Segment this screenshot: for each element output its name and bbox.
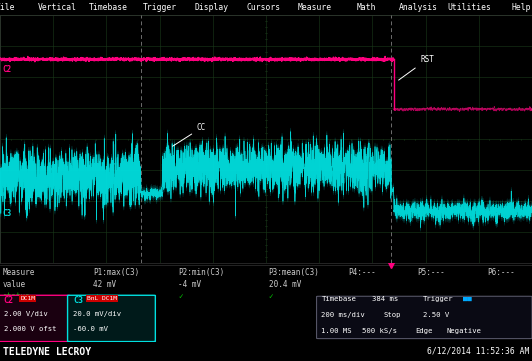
Text: 20.0 mV/div: 20.0 mV/div xyxy=(73,312,121,317)
Text: TELEDYNE LECROY: TELEDYNE LECROY xyxy=(3,347,91,357)
Text: BnL DC1M: BnL DC1M xyxy=(87,296,117,301)
FancyBboxPatch shape xyxy=(68,295,155,342)
Text: ■■: ■■ xyxy=(463,296,471,302)
Text: Trigger: Trigger xyxy=(423,296,454,302)
Text: ✓: ✓ xyxy=(269,292,273,301)
Text: P3:mean(C3): P3:mean(C3) xyxy=(269,268,320,277)
Text: Edge: Edge xyxy=(415,329,433,334)
Text: Trigger: Trigger xyxy=(143,3,177,12)
Text: 500 kS/s: 500 kS/s xyxy=(362,329,397,334)
Text: Timebase: Timebase xyxy=(321,296,356,302)
Text: ✓: ✓ xyxy=(93,292,98,301)
Text: Stop: Stop xyxy=(383,313,401,318)
Text: ✓: ✓ xyxy=(178,292,183,301)
Text: Help: Help xyxy=(512,3,531,12)
Text: CC: CC xyxy=(172,123,206,146)
Text: File: File xyxy=(0,3,15,12)
Text: 2.00 V/div: 2.00 V/div xyxy=(4,312,47,317)
Text: 1.00 MS: 1.00 MS xyxy=(321,329,352,334)
Text: P1:max(C3): P1:max(C3) xyxy=(93,268,139,277)
Text: 6/12/2014 11:52:36 AM: 6/12/2014 11:52:36 AM xyxy=(427,347,529,356)
Text: P2:min(C3): P2:min(C3) xyxy=(178,268,225,277)
Text: Timebase: Timebase xyxy=(89,3,128,12)
Text: Utilities: Utilities xyxy=(448,3,492,12)
Text: P6:---: P6:--- xyxy=(487,268,514,277)
FancyBboxPatch shape xyxy=(0,295,70,342)
Text: Analysis: Analysis xyxy=(398,3,438,12)
Text: C3: C3 xyxy=(3,209,12,218)
Text: 384 ms: 384 ms xyxy=(372,296,398,302)
Text: C3: C3 xyxy=(73,296,83,305)
Text: P5:---: P5:--- xyxy=(418,268,445,277)
Text: C2: C2 xyxy=(4,296,14,305)
Text: C2: C2 xyxy=(3,65,12,74)
Text: 20.4 mV: 20.4 mV xyxy=(269,280,301,289)
Text: Display: Display xyxy=(195,3,229,12)
Text: 2.000 V ofst: 2.000 V ofst xyxy=(4,326,56,332)
Text: Vertical: Vertical xyxy=(37,3,77,12)
Text: 2.50 V: 2.50 V xyxy=(423,313,449,318)
Text: value: value xyxy=(3,280,26,289)
Text: 200 ms/div: 200 ms/div xyxy=(321,313,365,318)
Text: Negative: Negative xyxy=(447,329,482,334)
Text: -4 mV: -4 mV xyxy=(178,280,201,289)
FancyBboxPatch shape xyxy=(317,296,532,339)
Text: Measure: Measure xyxy=(3,268,35,277)
Text: Measure: Measure xyxy=(298,3,332,12)
Text: DC1M: DC1M xyxy=(20,296,35,301)
Text: Math: Math xyxy=(357,3,376,12)
Text: status: status xyxy=(3,292,30,301)
Text: -60.0 mV: -60.0 mV xyxy=(73,326,108,332)
Text: 42 mV: 42 mV xyxy=(93,280,116,289)
Text: RST: RST xyxy=(398,55,434,80)
Text: Cursors: Cursors xyxy=(246,3,280,12)
Text: P4:---: P4:--- xyxy=(348,268,376,277)
